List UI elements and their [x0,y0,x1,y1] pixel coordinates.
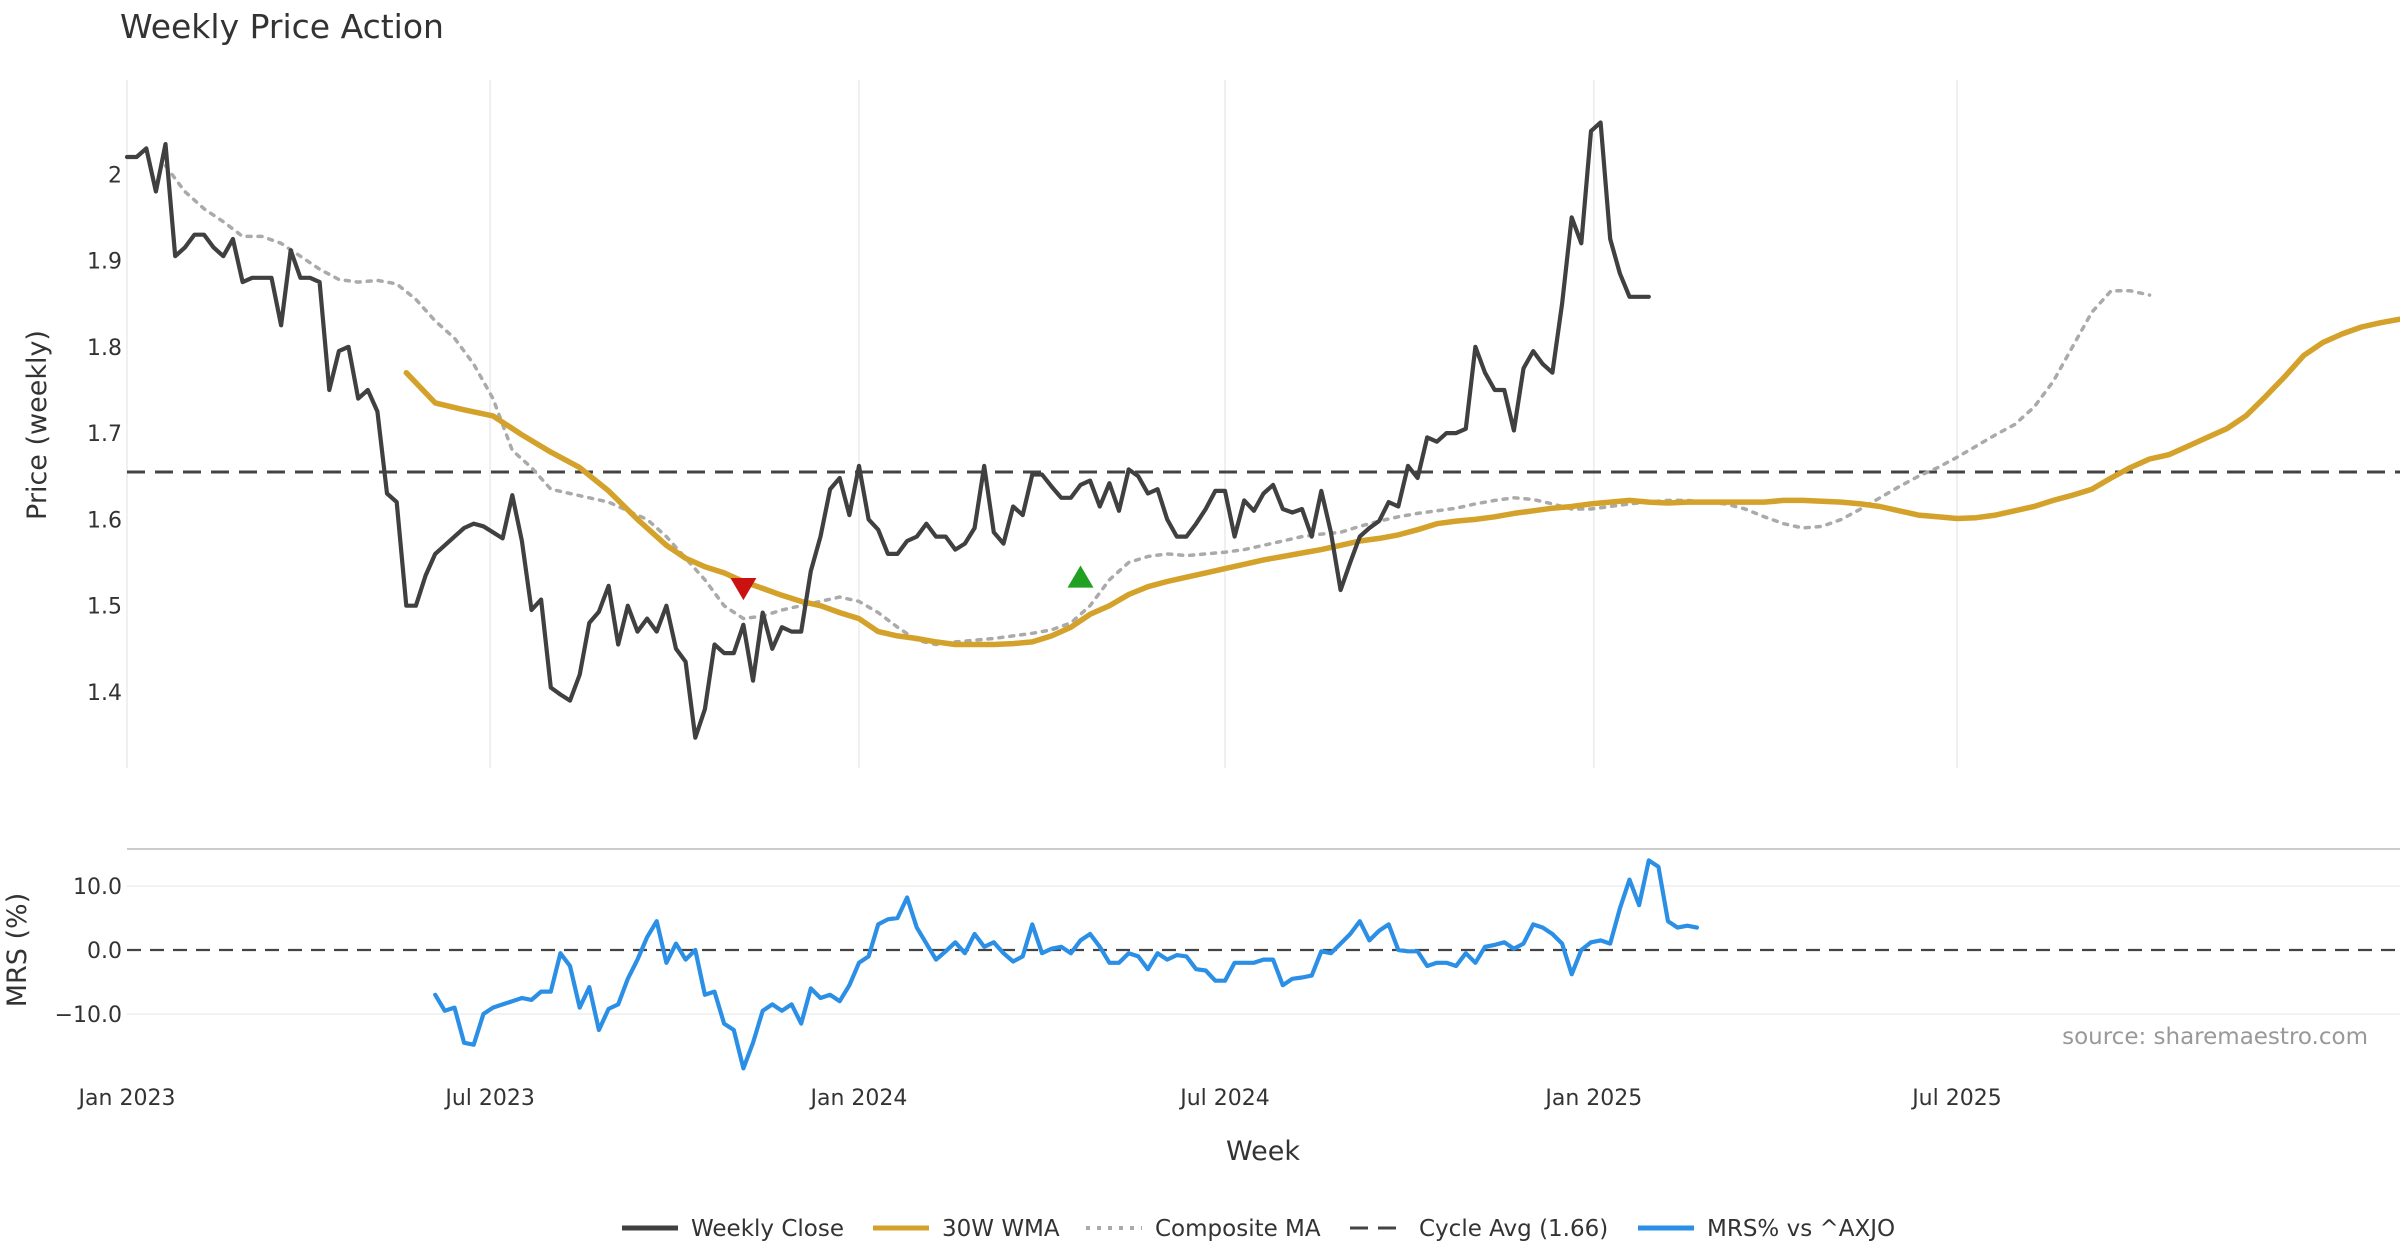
price-ytick-1-9: 1.9 [87,250,122,275]
price-ytick-1-6: 1.6 [87,508,122,533]
mrs-grid [127,885,2400,1015]
sell-signal-marker [730,578,757,601]
legend-item-cycle-avg-1-66: Cycle Avg (1.66) [1350,1216,1608,1242]
mrs-series-group [433,858,1699,1071]
series-weekly-close [124,120,1651,740]
x-ticks: Jan 2023 Jul 2023 Jan 2024 Jul 2024 Jan 2025… [77,1086,2002,1111]
legend-item-composite-ma: Composite MA [1086,1216,1321,1242]
legend: Weekly Close 30W WMA Composite MA Cycle Avg… [622,1216,1895,1242]
mrs-y-ticks: −10.0 0.0 10.0 [55,875,122,1028]
price-grid [126,80,1958,768]
legend-item-weekly-close: Weekly Close [622,1216,844,1242]
legend-item-30w-wma: 30W WMA [873,1216,1060,1242]
legend-label-weekly-close: Weekly Close [691,1216,844,1242]
price-ytick-1-4: 1.4 [87,681,122,706]
x-axis-title: Week [1226,1136,1300,1167]
legend-label-30w-wma: 30W WMA [942,1216,1060,1242]
chart-title: Weekly Price Action [120,7,444,46]
buy-signal-marker [1067,565,1094,588]
price-y-ticks: 1.4 1.5 1.6 1.7 1.8 1.9 2 [87,163,122,706]
xtick-jan-2024: Jan 2024 [809,1086,908,1111]
price-series-group [124,120,2400,740]
xtick-jul-2024: Jul 2024 [1178,1086,1270,1111]
signal-markers [730,565,1094,601]
mrs-y-axis-title: MRS (%) [2,893,33,1008]
price-ytick-2: 2 [108,163,122,188]
mrs-ytick-10-0: 10.0 [73,875,122,900]
mrs-ytick-neg10-0: −10.0 [55,1003,122,1028]
series-30w-wma [403,316,2400,648]
series-composite-ma [163,163,2152,647]
legend-item-mrs-vs-axjo: MRS% vs ^AXJO [1638,1216,1895,1242]
legend-label-mrs-vs-axjo: MRS% vs ^AXJO [1707,1216,1895,1242]
legend-label-cycle-avg-1-66: Cycle Avg (1.66) [1419,1216,1608,1242]
legend-label-composite-ma: Composite MA [1155,1216,1321,1242]
price-ytick-1-5: 1.5 [87,595,122,620]
xtick-jan-2025: Jan 2025 [1543,1086,1642,1111]
mrs-ytick-0-0: 0.0 [87,939,122,964]
series-mrs-vs-axjo [433,858,1699,1071]
source-note: source: sharemaestro.com [2062,1024,2368,1050]
xtick-jul-2023: Jul 2023 [443,1086,535,1111]
xtick-jan-2023: Jan 2023 [77,1086,176,1111]
price-ytick-1-8: 1.8 [87,336,122,361]
price-ytick-1-7: 1.7 [87,422,122,447]
xtick-jul-2025: Jul 2025 [1910,1086,2002,1111]
price-y-axis-title: Price (weekly) [22,330,53,520]
